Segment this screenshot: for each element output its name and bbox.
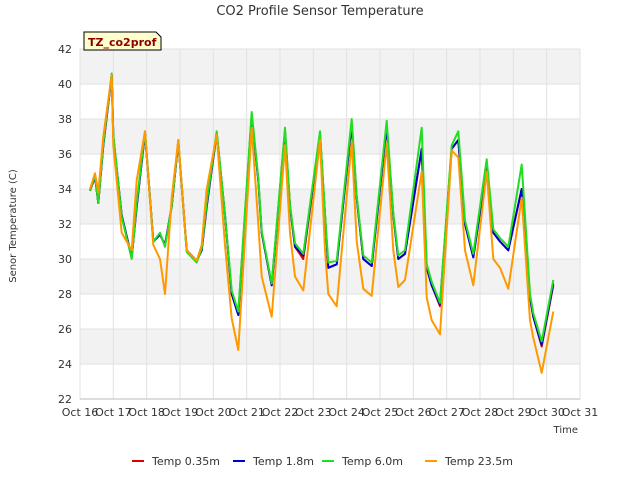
y-tick-label: 30 [58, 253, 72, 266]
badge-box [83, 31, 162, 51]
legend-label-temp-6-0m: Temp 6.0m [341, 455, 403, 468]
x-tick-label: Oct 26 [395, 406, 432, 419]
x-tick-label: Oct 23 [295, 406, 332, 419]
badge: TZ_co2prof [83, 31, 162, 51]
series-lines [89, 72, 555, 374]
series-line-temp-23-5m [89, 74, 555, 374]
grid-band [80, 189, 580, 224]
x-tick-label: Oct 31 [562, 406, 599, 419]
grid-band [80, 329, 580, 364]
gridlines [79, 48, 581, 400]
legend-label-temp-0-35m: Temp 0.35m [151, 455, 220, 468]
x-tick-label: Oct 30 [528, 406, 565, 419]
y-tick-label: 36 [58, 148, 72, 161]
y-tick-label: 24 [58, 358, 72, 371]
grid-band [80, 49, 580, 84]
y-tick-label: 22 [58, 393, 72, 406]
y-tick-label: 32 [58, 218, 72, 231]
legend: Temp 0.35m Temp 1.8m Temp 6.0m Temp 23.5m [132, 455, 513, 468]
y-tick-label: 34 [58, 183, 72, 196]
y-axis-ticks: 22 24 26 28 30 32 34 36 38 40 42 [58, 43, 72, 406]
y-tick-label: 38 [58, 113, 72, 126]
grid-band [80, 259, 580, 294]
y-tick-label: 40 [58, 78, 72, 91]
legend-label-temp-1-8m: Temp 1.8m [252, 455, 314, 468]
legend-label-temp-23-5m: Temp 23.5m [444, 455, 513, 468]
grid-bands [80, 49, 580, 364]
x-tick-label: Oct 25 [362, 406, 399, 419]
x-tick-label: Oct 17 [95, 406, 132, 419]
x-tick-label: Oct 28 [462, 406, 499, 419]
y-tick-label: 26 [58, 323, 72, 336]
x-tick-label: Oct 16 [62, 406, 99, 419]
chart-title: CO2 Profile Sensor Temperature [216, 4, 423, 19]
x-tick-label: Oct 24 [328, 406, 365, 419]
y-axis-label: Senor Temperature (C) [8, 169, 19, 283]
x-axis-label: Time [553, 425, 578, 436]
x-tick-label: Oct 21 [228, 406, 265, 419]
x-tick-label: Oct 29 [495, 406, 532, 419]
x-tick-label: Oct 22 [262, 406, 299, 419]
x-tick-label: Oct 20 [195, 406, 232, 419]
grid-band [80, 119, 580, 154]
x-tick-label: Oct 19 [162, 406, 199, 419]
x-tick-label: Oct 18 [128, 406, 165, 419]
y-tick-label: 42 [58, 43, 72, 56]
badge-label: TZ_co2prof [88, 36, 157, 49]
x-tick-label: Oct 27 [428, 406, 465, 419]
y-tick-label: 28 [58, 288, 72, 301]
